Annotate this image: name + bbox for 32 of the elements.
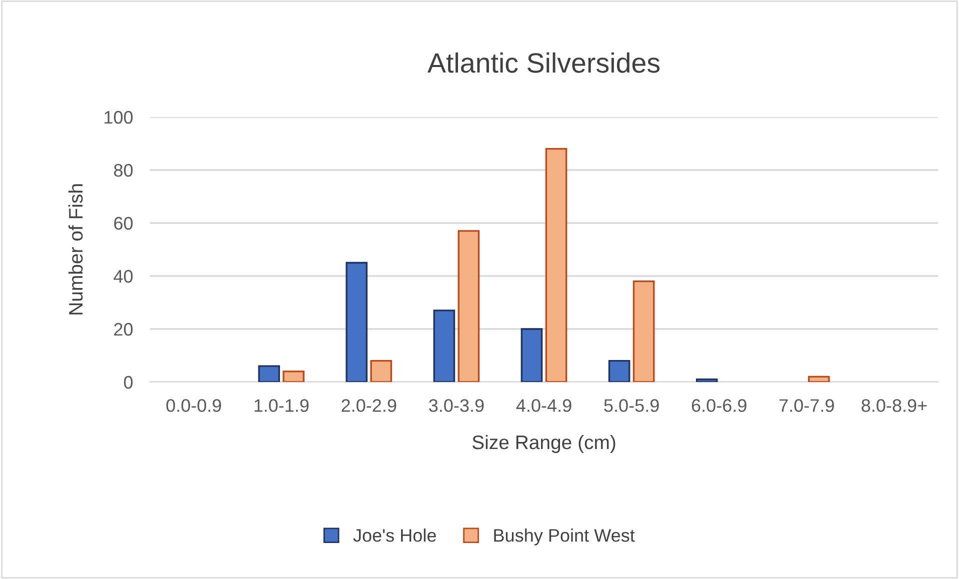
- bar: [282, 370, 304, 382]
- x-axis-title: Size Range (cm): [472, 434, 616, 454]
- y-tick-label: 20: [114, 322, 133, 336]
- bar: [458, 230, 480, 382]
- bar: [696, 378, 718, 382]
- bar: [258, 365, 280, 382]
- bar: [545, 148, 568, 382]
- bar: [808, 376, 830, 382]
- legend-label: Bushy Point West: [494, 528, 635, 546]
- bar: [632, 280, 655, 382]
- chart-title: Atlantic Silversides: [428, 52, 660, 73]
- x-tick-label: 2.0-2.9: [342, 399, 396, 412]
- x-tick-label: 5.0-5.9: [604, 399, 659, 412]
- bar: [370, 360, 392, 382]
- x-tick-label: 6.0-6.9: [692, 399, 746, 412]
- x-tick-label: 0.0-0.9: [166, 399, 222, 412]
- bar: [608, 360, 630, 382]
- x-tick-label: 8.0-8.9+: [862, 399, 927, 412]
- x-tick-label: 3.0-3.9: [429, 399, 484, 412]
- y-tick-label: 60: [114, 216, 133, 230]
- y-tick-label: 0: [124, 376, 133, 389]
- bar: [346, 262, 368, 382]
- y-tick-label: 100: [104, 110, 133, 124]
- x-tick-label: 7.0-7.9: [779, 399, 834, 412]
- y-tick-label: 80: [114, 164, 133, 177]
- bar: [520, 328, 543, 382]
- legend-label: Joe's Hole: [353, 528, 436, 542]
- y-tick-label: 40: [114, 270, 133, 283]
- x-tick-label: 1.0-1.9: [254, 399, 309, 412]
- y-axis-title: Number of Fish: [68, 184, 83, 314]
- x-tick-label: 4.0-4.9: [516, 399, 572, 412]
- bar: [433, 310, 456, 382]
